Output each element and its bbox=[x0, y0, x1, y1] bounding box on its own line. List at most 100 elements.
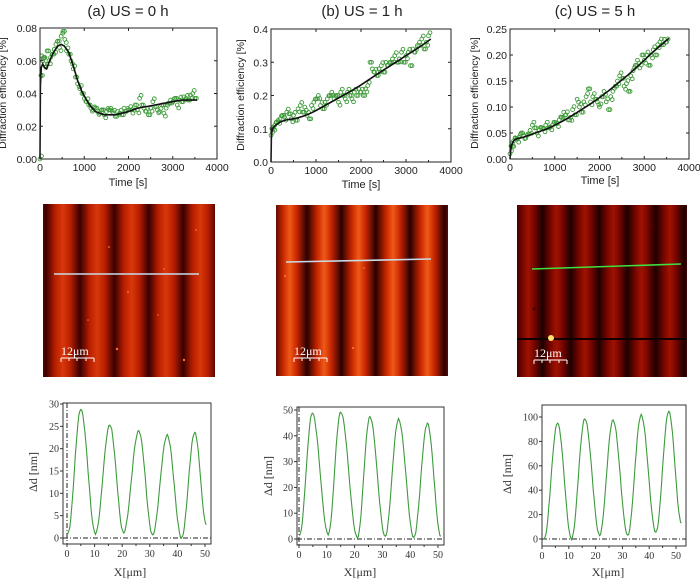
plot-area bbox=[37, 28, 199, 162]
x-tick-label: 10 bbox=[322, 550, 332, 561]
y-tick-label: 0.00 bbox=[17, 154, 38, 166]
y-tick-label: 20 bbox=[49, 444, 59, 455]
x-tick-label: 0 bbox=[297, 550, 302, 561]
x-tick-label: 50 bbox=[433, 550, 443, 561]
y-axis: 0.00 0.02 0.04 0.06 0.08 bbox=[17, 23, 217, 166]
y-axis-label: Diffraction efficiency [%] bbox=[469, 37, 481, 149]
y-tick-label: 50 bbox=[283, 406, 293, 417]
data-point bbox=[596, 102, 602, 108]
y-tick-label: 0 bbox=[54, 534, 59, 545]
data-point bbox=[354, 93, 359, 98]
data-point bbox=[641, 52, 646, 58]
data-point bbox=[138, 93, 144, 98]
data-point bbox=[420, 33, 426, 39]
plot-frame bbox=[541, 404, 687, 547]
grating-stripe bbox=[148, 204, 184, 377]
x-tick-label: 4000 bbox=[205, 162, 229, 174]
profile-peak bbox=[612, 419, 614, 421]
scale-bar bbox=[533, 359, 568, 364]
grating-stripe bbox=[276, 205, 307, 376]
profile-peak bbox=[369, 416, 371, 418]
scale-bar-label: 12μm bbox=[534, 346, 562, 360]
y-tick-label: 30 bbox=[283, 457, 293, 468]
data-point bbox=[351, 99, 356, 105]
data-point bbox=[618, 70, 624, 76]
data-point bbox=[285, 106, 291, 112]
x-tick-label: 0 bbox=[65, 549, 70, 560]
x-tick-label: 0 bbox=[540, 551, 545, 562]
profile-valley bbox=[570, 538, 573, 540]
data-point bbox=[149, 108, 155, 114]
data-point bbox=[172, 96, 178, 101]
x-tick-label: 4000 bbox=[439, 165, 463, 177]
afm-image-c: 12μm bbox=[517, 205, 687, 377]
x-axis-label: X[μm] bbox=[114, 565, 146, 579]
data-point bbox=[335, 93, 341, 98]
data-point bbox=[286, 111, 292, 117]
x-tick-label: 4000 bbox=[677, 162, 700, 174]
data-point bbox=[645, 49, 651, 55]
data-point bbox=[185, 93, 190, 98]
y-tick-label: 20 bbox=[283, 483, 293, 494]
data-point bbox=[393, 50, 399, 55]
data-point bbox=[544, 119, 550, 125]
y-tick-label: 10 bbox=[49, 489, 59, 500]
profile-valley bbox=[599, 534, 601, 536]
profile-valley bbox=[67, 532, 69, 535]
y-tick-label: 80 bbox=[528, 437, 538, 448]
data-point bbox=[56, 38, 62, 44]
y-axis: 0 10 20 30 40 50 bbox=[283, 406, 297, 546]
y-axis: 0.00 0.05 0.10 0.15 0.20 0.25 bbox=[487, 24, 689, 166]
kinetics-plot-a: (a) US = 0 h 0 1000 2000 3000 4000 0.000.020… bbox=[0, 3, 229, 189]
panel-title-a: (a) US = 0 h bbox=[87, 3, 168, 20]
x-tick-label: 3000 bbox=[161, 162, 185, 174]
data-point bbox=[337, 102, 343, 108]
y-axis-label: Δd [nm] bbox=[26, 452, 40, 492]
y-tick-label: 0.25 bbox=[487, 24, 508, 36]
x-tick-label: 0 bbox=[507, 162, 513, 174]
profile-peak bbox=[584, 418, 586, 420]
data-point bbox=[533, 125, 539, 131]
profile-scan-line bbox=[285, 258, 432, 263]
data-point bbox=[103, 115, 109, 121]
profile-peak bbox=[340, 411, 342, 413]
y-tick-label: 60 bbox=[528, 461, 538, 472]
profile-peak bbox=[138, 430, 140, 432]
data-point bbox=[585, 86, 591, 92]
data-point bbox=[409, 63, 415, 68]
grating-stripe bbox=[45, 204, 80, 377]
y-tick-label: 40 bbox=[528, 486, 538, 497]
profile-peak bbox=[311, 412, 313, 414]
data-point bbox=[299, 100, 305, 105]
data-point bbox=[308, 116, 314, 122]
data-point bbox=[591, 91, 597, 96]
data-point bbox=[366, 80, 372, 85]
y-tick-label: 100 bbox=[523, 413, 538, 424]
data-point bbox=[369, 59, 374, 65]
data-point bbox=[46, 48, 51, 54]
data-point bbox=[632, 63, 638, 68]
data-point bbox=[659, 42, 665, 47]
kinetics-plot-c: (c) US = 5 h 0 1000 2000 3000 4000 0.000.050… bbox=[469, 3, 700, 187]
grating-stripes bbox=[276, 205, 448, 376]
data-point bbox=[60, 28, 66, 34]
x-tick-label: 40 bbox=[644, 551, 654, 562]
y-tick-label: 30 bbox=[49, 400, 59, 411]
data-point bbox=[580, 109, 586, 115]
data-point bbox=[146, 112, 151, 118]
data-point bbox=[346, 86, 352, 92]
data-point bbox=[646, 63, 652, 68]
data-point bbox=[629, 76, 635, 82]
y-axis-label: Diffraction efficiency [%] bbox=[235, 39, 247, 151]
grating-stripe bbox=[570, 205, 600, 377]
y-tick-label: 0 bbox=[288, 535, 293, 546]
profile-peak bbox=[80, 408, 82, 410]
profile-valley bbox=[543, 538, 545, 540]
profile-peak bbox=[166, 434, 168, 436]
afm-image-a: 12μm bbox=[43, 204, 215, 377]
scale-bar-label: 12μm bbox=[294, 344, 322, 358]
data-point bbox=[340, 93, 346, 98]
x-tick-label: 3000 bbox=[633, 162, 657, 174]
data-point bbox=[652, 44, 658, 50]
